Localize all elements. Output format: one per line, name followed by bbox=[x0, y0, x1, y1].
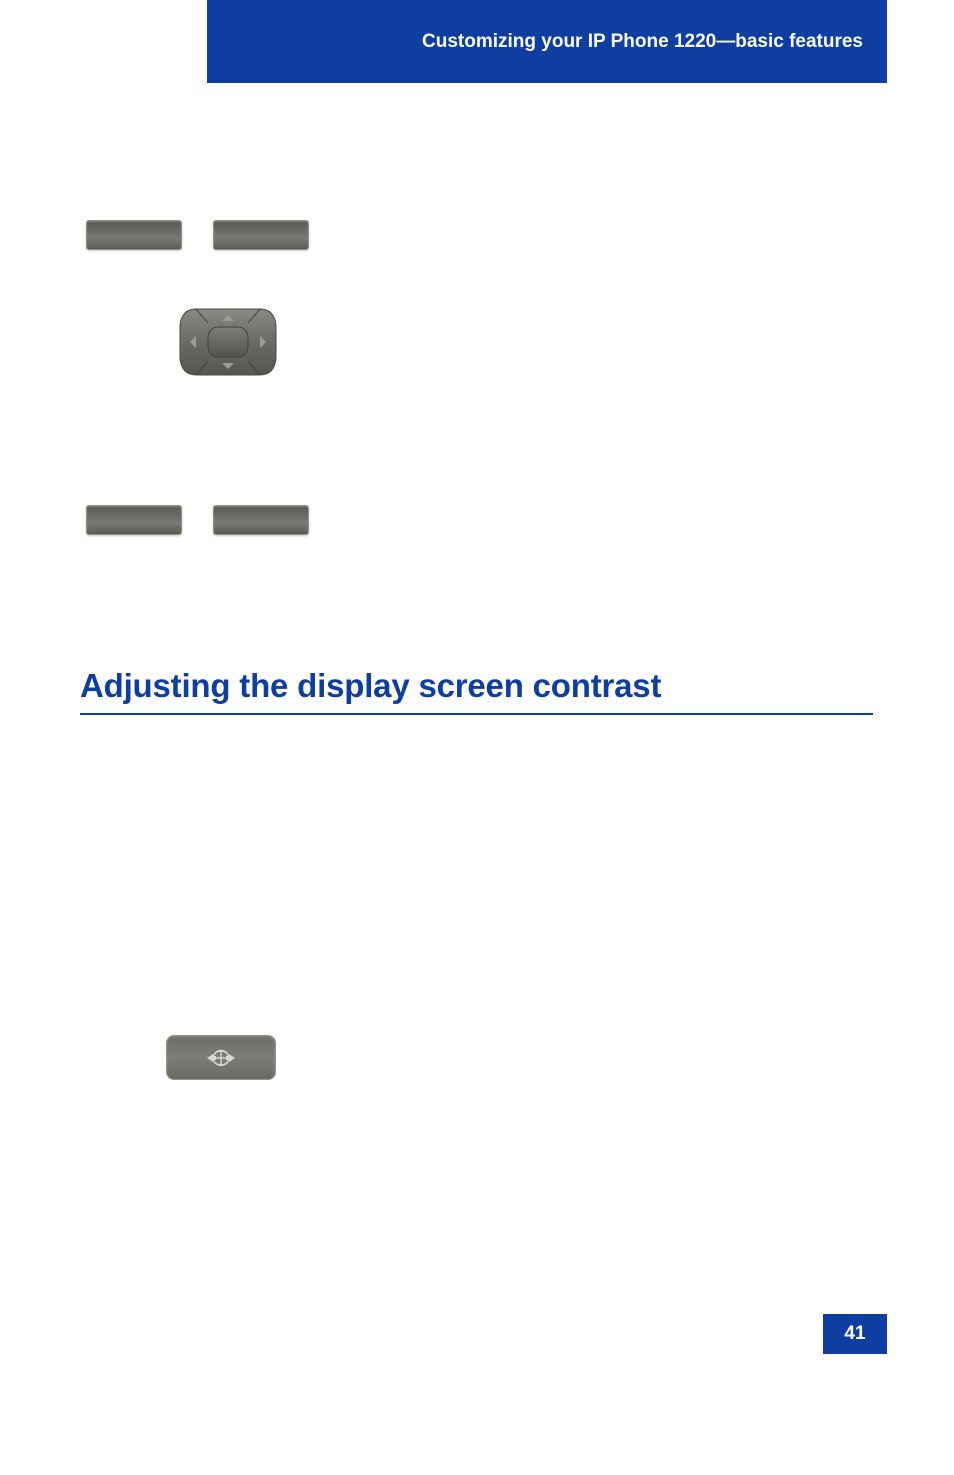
page-number-badge: 41 bbox=[823, 1314, 887, 1354]
services-key-button[interactable] bbox=[166, 1035, 276, 1080]
section-heading: Adjusting the display screen contrast bbox=[80, 667, 661, 705]
globe-arrows-icon bbox=[201, 1046, 241, 1070]
header-bar: Customizing your IP Phone 1220—basic fea… bbox=[207, 0, 887, 83]
soft-key-button[interactable] bbox=[86, 220, 182, 250]
section-underline bbox=[80, 713, 873, 715]
page-number: 41 bbox=[844, 1323, 865, 1345]
soft-key-button[interactable] bbox=[86, 505, 182, 535]
soft-key-button[interactable] bbox=[213, 505, 309, 535]
soft-key-button[interactable] bbox=[213, 220, 309, 250]
header-title: Customizing your IP Phone 1220—basic fea… bbox=[422, 31, 863, 53]
navigation-pad-icon bbox=[178, 303, 278, 381]
